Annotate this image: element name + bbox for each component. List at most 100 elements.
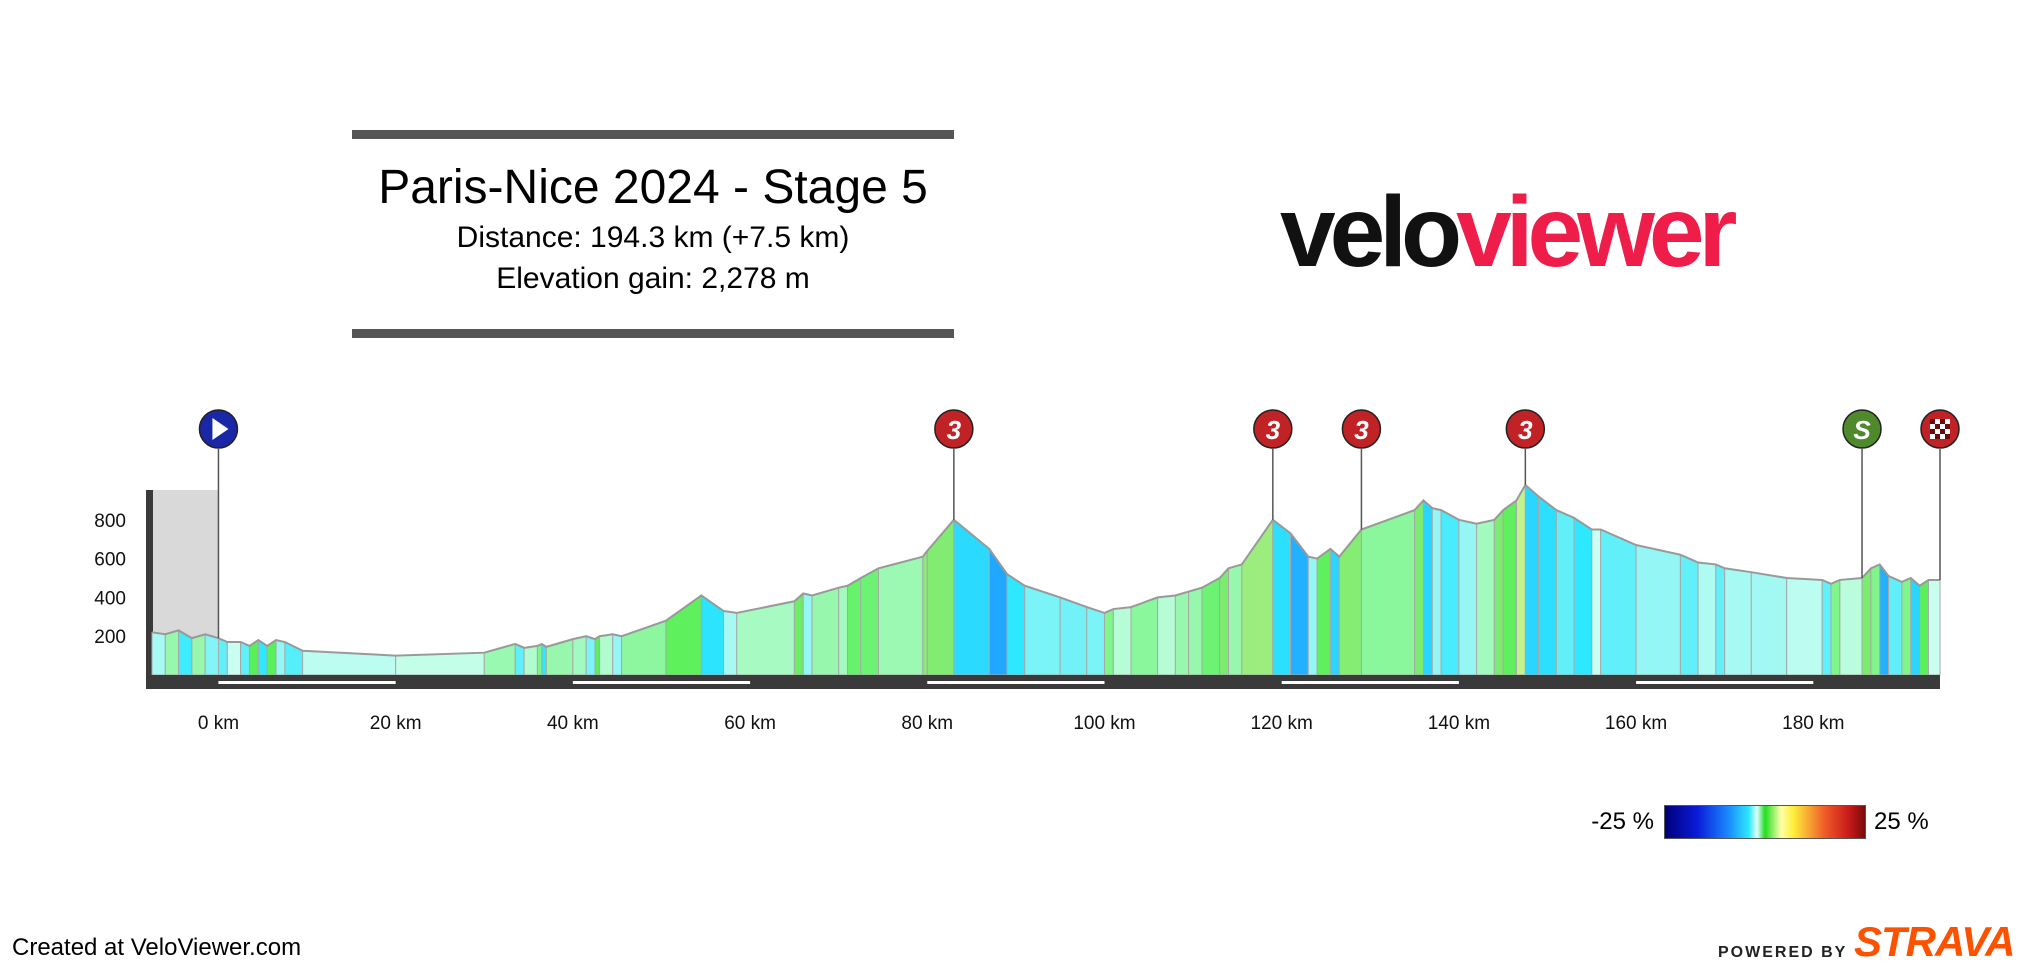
profile-segment: [1750, 571, 1788, 676]
profile-segment: [191, 633, 206, 676]
climb-marker-label: 3: [1266, 415, 1281, 445]
y-tick-label: 600: [94, 550, 126, 571]
profile-segment: [926, 518, 955, 676]
finish-flag-icon: [1935, 419, 1940, 424]
profile-segment: [1919, 579, 1929, 676]
profile-segment: [736, 600, 795, 676]
profile-segment: [1839, 577, 1863, 676]
profile-segment: [838, 585, 849, 676]
profile-segment: [275, 639, 286, 676]
profile-segment: [1059, 596, 1088, 676]
profile-segment: [1879, 562, 1890, 676]
x-tick-label: 40 km: [547, 713, 599, 734]
logo-viewer: viewer: [1456, 176, 1737, 288]
profile-segment: [585, 635, 596, 676]
profile-segment: [1515, 482, 1526, 676]
profile-segment: [700, 594, 724, 676]
finish-flag-icon: [1935, 424, 1940, 429]
profile-segment: [953, 518, 990, 676]
profile-segment: [541, 643, 547, 676]
profile-segment: [572, 635, 587, 676]
profile-segment: [1228, 563, 1243, 676]
x-tick-label: 100 km: [1073, 713, 1135, 734]
climb-marker-label: 3: [1354, 415, 1369, 445]
profile-segment: [1414, 499, 1424, 676]
profile-segment: [1524, 483, 1540, 676]
profile-segment: [164, 629, 180, 676]
profile-segment: [1360, 509, 1416, 676]
profile-segment: [1006, 573, 1026, 676]
elevation-label: Elevation gain: 2,278 m: [496, 262, 810, 295]
profile-segment: [1130, 596, 1159, 676]
finish-flag-icon: [1945, 429, 1950, 434]
profile-segment: [811, 587, 840, 676]
profile-segment: [240, 641, 250, 676]
finish-flag-icon: [1930, 424, 1935, 429]
x-tick-label: 0 km: [198, 713, 239, 734]
finish-flag-icon: [1945, 424, 1950, 429]
profile-segment: [922, 549, 928, 676]
profile-segment: [1219, 567, 1230, 676]
profile-segment: [1431, 507, 1442, 676]
x-tick-label: 180 km: [1782, 713, 1844, 734]
profile-segment: [1272, 518, 1292, 676]
legend-max-label: 25 %: [1874, 808, 1929, 835]
profile-segment: [204, 633, 219, 676]
profile-segment: [1188, 587, 1203, 676]
finish-flag-icon: [1945, 419, 1950, 424]
profile-segment: [1307, 556, 1318, 676]
profile-segment: [226, 641, 242, 676]
profile-segment: [1112, 606, 1132, 676]
title-block: Paris-Nice 2024 - Stage 5 Distance: 194.…: [352, 130, 954, 340]
profile-segment: [545, 638, 574, 676]
profile-segment: [1103, 608, 1114, 676]
profile-segment: [802, 592, 813, 676]
distance-stripe: [1636, 681, 1814, 684]
profile-segment: [1927, 579, 1941, 676]
x-tick-label: 160 km: [1605, 713, 1667, 734]
profile-segment: [514, 643, 525, 676]
finish-flag-icon: [1940, 424, 1945, 429]
logo-velo: velo: [1280, 176, 1462, 288]
distance-stripe: [927, 681, 1105, 684]
powered-by-label: POWERED BY: [1718, 944, 1848, 961]
profile-segment: [1458, 519, 1478, 676]
profile-segment: [536, 643, 543, 676]
profile-segment: [1870, 563, 1881, 676]
veloviewer-logo[interactable]: veloviewer: [1280, 182, 1737, 282]
profile-segment: [1573, 516, 1593, 676]
distance-stripe: [1281, 681, 1459, 684]
climb-marker: [1505, 409, 1546, 449]
title-top-rule: [352, 130, 954, 139]
profile-segment: [722, 610, 738, 676]
credit-text[interactable]: Created at VeloViewer.com: [12, 934, 302, 961]
climb-marker: [934, 409, 974, 449]
profile-segment: [598, 633, 614, 676]
profile-segment: [1635, 544, 1681, 676]
profile-segment: [793, 592, 804, 676]
profile-segment: [1591, 529, 1602, 676]
finish-flag-icon: [1935, 429, 1940, 434]
y-tick-label: 800: [94, 511, 126, 532]
gradient-legend: -25 % 25 %: [1590, 802, 1940, 842]
x-tick-label: 120 km: [1251, 713, 1313, 734]
finish-flag-icon: [1930, 434, 1935, 439]
profile-segment: [1538, 495, 1557, 676]
profile-segment: [1724, 567, 1752, 676]
profile-segment: [1440, 509, 1460, 676]
finish-flag-icon: [1930, 419, 1935, 424]
climb-marker: [1341, 409, 1382, 449]
profile-segment: [1157, 594, 1176, 676]
profile-segment: [523, 645, 538, 676]
finish-flag-icon: [1945, 434, 1950, 439]
sprint-marker: [1842, 409, 1882, 449]
profile-segment: [217, 637, 228, 676]
x-tick-label: 140 km: [1428, 713, 1490, 734]
title-bottom-rule: [352, 329, 954, 338]
legend-min-label: -25 %: [1591, 808, 1654, 835]
profile-segment: [151, 631, 166, 676]
profile-segment: [1316, 547, 1331, 676]
x-tick-label: 20 km: [370, 713, 422, 734]
profile-line: [151, 483, 1940, 657]
finish-flag-icon: [1940, 434, 1945, 439]
